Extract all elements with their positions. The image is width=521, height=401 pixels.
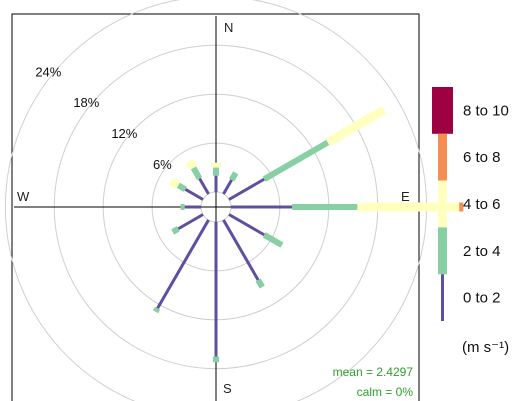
legend-swatch-3 (438, 133, 447, 181)
spoke-60-bin-0 (228, 177, 266, 201)
legend-swatch-0 (441, 274, 444, 321)
spoke-210-bin-1 (152, 306, 161, 314)
spoke-30-bin-0 (222, 179, 233, 195)
legend-swatch-2 (438, 180, 447, 228)
spoke-120-bin-0 (228, 213, 266, 237)
spoke-240-bin-0 (177, 213, 204, 231)
legend-swatch-4 (432, 87, 453, 134)
legend-label-2: 4 to 6 (463, 196, 501, 213)
legend-units: (m s⁻¹) (462, 339, 509, 356)
ring-label-24: 24% (35, 64, 61, 79)
ring-label-18: 18% (73, 95, 99, 110)
compass-east: E (401, 189, 410, 204)
legend-label-4: 8 to 10 (463, 102, 509, 119)
mean-stat: mean = 2.4297 (333, 365, 414, 379)
spoke-300-bin-1 (176, 182, 187, 192)
legend-label-3: 6 to 8 (463, 149, 501, 166)
calm-stat: calm = 0% (357, 385, 414, 399)
spoke-330-bin-2 (185, 158, 198, 171)
compass-south: S (223, 381, 232, 396)
spoke-60-bin-1 (262, 139, 330, 182)
compass-west: W (17, 189, 30, 204)
legend-label-1: 2 to 4 (463, 243, 501, 260)
spoke-330-bin-0 (198, 177, 210, 195)
legend-label-0: 0 to 2 (463, 290, 501, 307)
spoke-150-bin-1 (255, 278, 265, 289)
ring-label-12: 12% (111, 126, 137, 141)
spoke-240-bin-1 (171, 226, 180, 235)
spoke-330-bin-1 (190, 166, 203, 180)
ring-label-6: 6% (153, 157, 172, 172)
spoke-150-bin-0 (222, 219, 260, 281)
spoke-120-bin-1 (262, 232, 284, 248)
spoke-60-bin-2 (325, 105, 387, 147)
spoke-300-bin-2 (168, 177, 181, 190)
spoke-210-bin-0 (156, 219, 210, 309)
legend-swatch-1 (438, 227, 447, 275)
spoke-300-bin-0 (184, 188, 204, 201)
spoke-30-bin-1 (229, 171, 239, 182)
ring-labels: 6% 12% 18% 24% (35, 64, 172, 171)
speed-legend: 8 to 10 6 to 8 4 to 6 2 to 4 0 to 2 (432, 87, 509, 321)
compass-north: N (224, 20, 233, 35)
